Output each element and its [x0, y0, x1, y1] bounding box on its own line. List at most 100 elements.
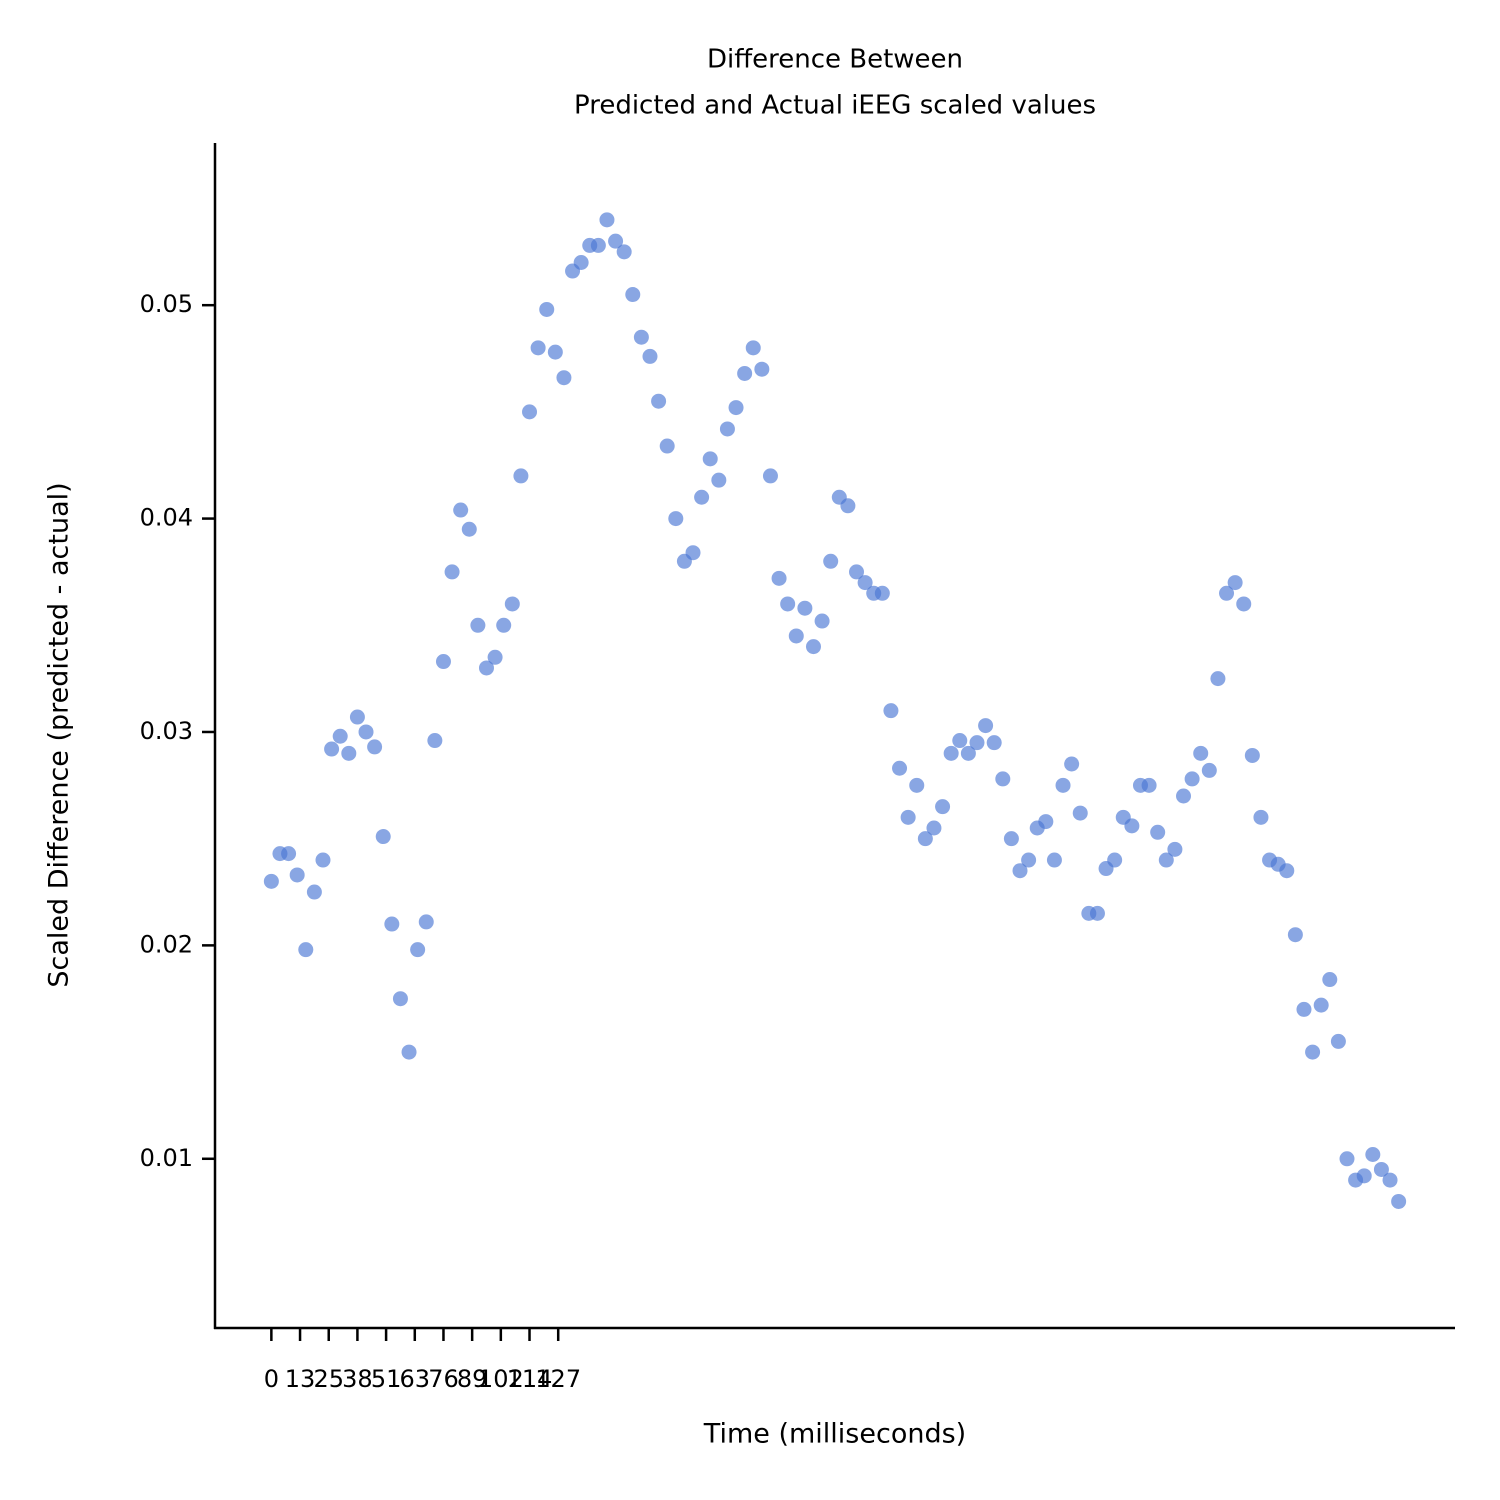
- point: [909, 777, 925, 793]
- point: [410, 942, 426, 958]
- point: [935, 799, 951, 815]
- y-tick-label: 0.05: [140, 290, 193, 318]
- point: [711, 472, 727, 488]
- point: [1150, 824, 1166, 840]
- point: [892, 760, 908, 776]
- point: [797, 600, 813, 616]
- chart-title: Predicted and Actual iEEG scaled values: [574, 91, 1096, 121]
- point: [1210, 671, 1226, 687]
- point: [358, 724, 374, 740]
- point: [332, 728, 348, 744]
- point: [1184, 771, 1200, 787]
- point: [625, 287, 641, 303]
- point: [651, 393, 667, 409]
- x-tick-label: 102: [478, 1365, 524, 1393]
- point: [1305, 1044, 1321, 1060]
- point: [435, 654, 451, 670]
- point: [1382, 1172, 1398, 1188]
- point: [642, 348, 658, 364]
- point: [1012, 863, 1028, 879]
- point: [1064, 756, 1080, 772]
- point: [487, 649, 503, 665]
- point: [900, 809, 916, 825]
- x-tick-label: 25: [313, 1365, 344, 1393]
- point: [478, 660, 494, 676]
- x-tick-label: 63: [400, 1365, 431, 1393]
- point: [702, 451, 718, 467]
- point: [608, 233, 624, 249]
- x-tick-label: 0: [264, 1365, 279, 1393]
- y-tick-label: 0.04: [140, 504, 193, 532]
- point: [1296, 1001, 1312, 1017]
- point: [504, 596, 520, 612]
- point: [1046, 852, 1062, 868]
- point: [978, 718, 994, 734]
- point: [1167, 841, 1183, 857]
- point: [289, 867, 305, 883]
- x-tick-label: 13: [285, 1365, 316, 1393]
- point: [1313, 997, 1329, 1013]
- point: [728, 400, 744, 416]
- x-tick-label: 127: [535, 1365, 581, 1393]
- point: [1107, 852, 1123, 868]
- point: [788, 628, 804, 644]
- point: [780, 596, 796, 612]
- point: [960, 745, 976, 761]
- point: [1021, 852, 1037, 868]
- point: [1055, 777, 1071, 793]
- point: [762, 468, 778, 484]
- point: [1193, 745, 1209, 761]
- point: [470, 617, 486, 633]
- y-axis-label: Scaled Difference (predicted - actual): [44, 482, 75, 987]
- point: [633, 329, 649, 345]
- point: [384, 916, 400, 932]
- point: [1356, 1168, 1372, 1184]
- point: [1391, 1193, 1407, 1209]
- point: [461, 521, 477, 537]
- point: [298, 942, 314, 958]
- point: [685, 545, 701, 561]
- point: [1373, 1161, 1389, 1177]
- point: [1287, 927, 1303, 943]
- point: [1072, 805, 1088, 821]
- point: [556, 370, 572, 386]
- point: [513, 468, 529, 484]
- point: [805, 639, 821, 655]
- point: [375, 829, 391, 845]
- point: [1279, 863, 1295, 879]
- point: [745, 340, 761, 356]
- point: [616, 244, 632, 260]
- chart-title: Difference Between: [707, 45, 963, 75]
- point: [324, 741, 340, 757]
- point: [1038, 814, 1054, 830]
- point: [1176, 788, 1192, 804]
- point: [1365, 1147, 1381, 1163]
- point: [1141, 777, 1157, 793]
- point: [1339, 1151, 1355, 1167]
- point: [1158, 852, 1174, 868]
- point: [1253, 809, 1269, 825]
- point: [496, 617, 512, 633]
- point: [1003, 831, 1019, 847]
- point: [849, 564, 865, 580]
- point: [1236, 596, 1252, 612]
- point: [823, 553, 839, 569]
- point: [917, 831, 933, 847]
- point: [590, 237, 606, 253]
- point: [573, 255, 589, 271]
- point: [659, 438, 675, 454]
- point: [1089, 905, 1105, 921]
- point: [349, 709, 365, 725]
- point: [754, 361, 770, 377]
- point: [341, 745, 357, 761]
- point: [1330, 1033, 1346, 1049]
- point: [427, 733, 443, 749]
- x-tick-label: 76: [428, 1365, 459, 1393]
- point: [444, 564, 460, 580]
- y-tick-label: 0.03: [140, 717, 193, 745]
- point: [547, 344, 563, 360]
- point: [995, 771, 1011, 787]
- point: [943, 745, 959, 761]
- point: [926, 820, 942, 836]
